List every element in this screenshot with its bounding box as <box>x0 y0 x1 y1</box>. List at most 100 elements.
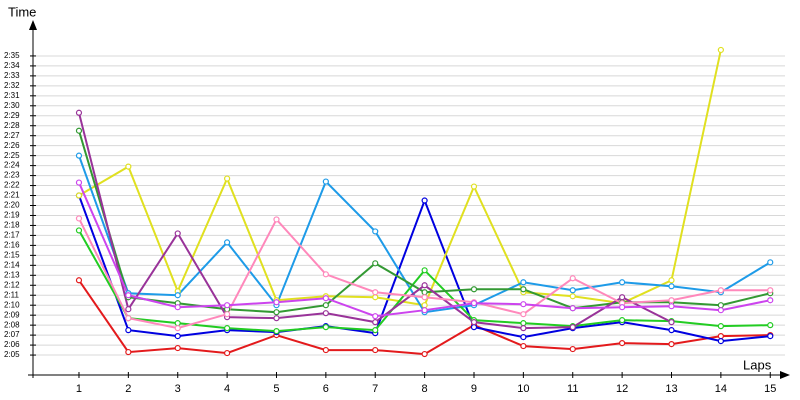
data-point <box>569 324 576 331</box>
y-tick-label: 2:15 <box>4 250 20 259</box>
data-point <box>174 325 181 332</box>
data-point <box>322 295 329 302</box>
data-point <box>520 320 527 327</box>
data-point <box>174 304 181 311</box>
data-point <box>273 216 280 223</box>
data-point <box>767 259 774 266</box>
y-tick-label: 2:06 <box>4 340 20 349</box>
data-point <box>224 302 231 309</box>
data-point <box>224 311 231 318</box>
y-tick-label: 2:23 <box>4 171 20 180</box>
data-point <box>125 348 132 356</box>
data-point <box>75 192 83 199</box>
data-point <box>470 286 478 293</box>
data-point <box>174 333 181 340</box>
data-point <box>569 287 576 294</box>
y-tick-label: 2:29 <box>4 111 20 120</box>
data-point <box>717 323 724 330</box>
data-point <box>174 320 181 327</box>
data-point <box>668 303 675 310</box>
data-point <box>717 307 724 314</box>
data-point <box>421 302 428 309</box>
data-point <box>421 282 428 289</box>
y-tick-label: 2:27 <box>4 131 20 140</box>
data-point <box>75 109 83 116</box>
y-tick-label: 2:22 <box>4 181 20 190</box>
data-point <box>421 267 428 274</box>
data-point <box>569 305 576 312</box>
data-point <box>520 325 527 332</box>
data-point <box>569 293 576 300</box>
data-point <box>470 300 478 307</box>
data-point <box>421 289 428 296</box>
x-tick-label: 4 <box>224 383 230 395</box>
y-tick-label: 2:28 <box>4 121 20 130</box>
data-point <box>75 227 83 234</box>
data-point <box>322 302 329 309</box>
y-axis-label: Time <box>8 4 36 19</box>
y-tick-label: 2:17 <box>4 231 20 240</box>
data-point <box>717 46 724 54</box>
data-point <box>520 279 527 286</box>
x-tick-label: 3 <box>175 383 181 395</box>
x-tick-label: 7 <box>372 383 378 395</box>
y-tick-label: 2:13 <box>4 270 20 279</box>
x-tick-label: 11 <box>567 383 578 395</box>
data-point <box>619 317 626 324</box>
data-point <box>470 324 478 331</box>
data-point <box>224 239 231 246</box>
data-point <box>224 325 231 332</box>
data-point <box>767 322 774 329</box>
y-tick-label: 2:07 <box>4 330 20 339</box>
data-point <box>520 301 527 308</box>
data-point <box>322 178 329 185</box>
data-point <box>569 275 576 282</box>
data-point <box>619 279 626 286</box>
y-tick-label: 2:25 <box>4 151 20 160</box>
data-point <box>421 350 428 358</box>
x-axis-arrow <box>780 371 790 379</box>
y-tick-label: 2:18 <box>4 221 20 230</box>
x-tick-label: 12 <box>616 383 628 395</box>
data-point <box>668 283 675 290</box>
data-point <box>75 179 83 186</box>
data-point <box>569 345 576 353</box>
y-tick-label: 2:33 <box>4 71 20 80</box>
y-tick-label: 2:19 <box>4 211 20 220</box>
data-point <box>421 197 428 204</box>
data-point <box>372 260 379 267</box>
y-tick-label: 2:35 <box>4 51 20 60</box>
data-point <box>619 294 626 301</box>
y-tick-label: 2:05 <box>4 350 20 359</box>
data-point <box>717 338 724 345</box>
data-point <box>322 324 329 331</box>
data-point <box>421 307 428 314</box>
series-line <box>78 155 771 314</box>
data-point <box>717 333 724 340</box>
data-point <box>520 342 527 350</box>
data-point <box>224 175 231 182</box>
data-point <box>668 340 675 348</box>
data-point <box>372 289 379 296</box>
data-point <box>224 349 231 357</box>
data-point <box>668 297 675 304</box>
y-tick-label: 2:26 <box>4 141 20 150</box>
data-point <box>125 327 132 334</box>
data-point <box>767 287 774 294</box>
y-tick-label: 2:34 <box>4 61 20 70</box>
y-tick-label: 2:16 <box>4 240 20 249</box>
x-axis-label: Laps <box>743 357 772 372</box>
data-point <box>520 334 527 341</box>
data-point <box>470 319 478 326</box>
x-tick-label: 15 <box>764 383 776 395</box>
x-tick-label: 2 <box>125 383 131 395</box>
data-point <box>372 313 379 320</box>
data-point <box>174 292 181 299</box>
data-point <box>125 306 132 313</box>
data-point <box>322 310 329 317</box>
y-tick-label: 2:09 <box>4 310 20 319</box>
data-point <box>767 333 774 340</box>
y-tick-label: 2:30 <box>4 101 20 110</box>
data-point <box>470 183 478 190</box>
